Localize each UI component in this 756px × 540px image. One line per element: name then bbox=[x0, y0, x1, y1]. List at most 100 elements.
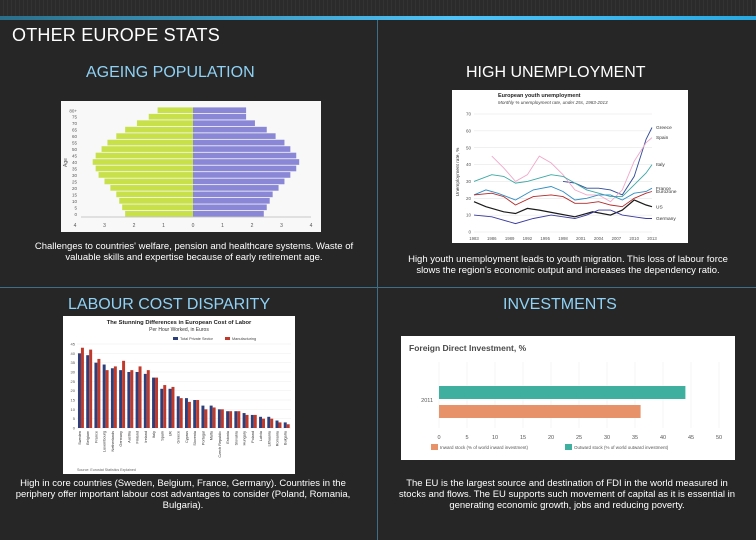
unemployment-caption: High youth unemployment leads to youth m… bbox=[408, 254, 728, 276]
labour-country-label: Portugal bbox=[201, 431, 205, 445]
labour-country-label: Romania bbox=[275, 430, 279, 446]
labour-bar bbox=[242, 413, 246, 428]
labour-bar bbox=[204, 409, 208, 428]
pyramid-bar-right bbox=[193, 178, 285, 185]
unemp-x-tick: 1989 bbox=[505, 236, 515, 241]
fdi-legend-swatch bbox=[431, 444, 438, 450]
labour-bar bbox=[97, 358, 101, 428]
pyramid-age-tick: 45 bbox=[72, 154, 78, 159]
vertical-divider bbox=[377, 20, 378, 540]
labour-bar bbox=[278, 422, 282, 428]
pyramid-age-tick: 60 bbox=[72, 134, 78, 139]
pyramid-bar-left bbox=[116, 133, 193, 139]
labour-cost-chart: The Stunning Differences in European Cos… bbox=[63, 316, 295, 474]
labour-bar bbox=[110, 368, 114, 428]
fdi-legend-label: Inward stock (% of world inward investme… bbox=[440, 445, 529, 450]
pyramid-bar-left bbox=[119, 197, 193, 204]
labour-bar bbox=[217, 409, 221, 428]
labour-country-label: Czech Republic bbox=[218, 431, 222, 458]
pyramid-bar-left bbox=[125, 126, 193, 133]
labour-bar bbox=[234, 411, 238, 428]
pyramid-bar-right bbox=[193, 113, 247, 120]
labour-country-label: Greece bbox=[177, 431, 181, 443]
labour-bar bbox=[179, 398, 183, 428]
unemp-x-tick: 2004 bbox=[594, 236, 604, 241]
labour-cost-svg: The Stunning Differences in European Cos… bbox=[71, 320, 291, 472]
labour-bar bbox=[212, 407, 216, 428]
labour-country-label: Slovakia bbox=[234, 430, 238, 445]
unemp-ylabel: Unemployment rate, % bbox=[455, 147, 461, 197]
labour-heading: LABOUR COST DISPARITY bbox=[68, 296, 271, 313]
labour-country-label: UK bbox=[168, 431, 172, 437]
pyramid-bar-right bbox=[193, 165, 297, 172]
unemp-y-tick: 10 bbox=[466, 213, 472, 218]
unemp-series-line bbox=[491, 137, 653, 203]
unemp-x-tick: 1995 bbox=[540, 236, 550, 241]
labour-y-tick: 30 bbox=[71, 370, 76, 375]
pyramid-bar-left bbox=[104, 178, 193, 185]
fdi-x-tick: 5 bbox=[465, 435, 468, 441]
labour-bar bbox=[193, 400, 197, 428]
labour-bar bbox=[80, 347, 84, 428]
top-accent-line bbox=[0, 16, 756, 20]
pyramid-x-tick: 2 bbox=[251, 223, 254, 229]
unemp-title: European youth unemployment bbox=[498, 93, 581, 99]
labour-y-tick: 45 bbox=[71, 342, 76, 347]
labour-bar bbox=[262, 418, 265, 428]
pyramid-bar-left bbox=[122, 204, 193, 211]
unemp-subtitle: Monthly % unemployment rate, under 25s, … bbox=[498, 100, 608, 105]
pyramid-age-tick: 30 bbox=[72, 173, 78, 178]
pyramid-bar-right bbox=[193, 107, 247, 114]
pyramid-bar-left bbox=[157, 107, 193, 114]
investments-heading: INVESTMENTS bbox=[503, 296, 617, 313]
labour-bar bbox=[259, 416, 263, 428]
pyramid-bar-left bbox=[92, 159, 193, 165]
pyramid-bar-left bbox=[110, 185, 193, 191]
unemp-y-tick: 50 bbox=[466, 145, 472, 150]
labour-y-tick: 40 bbox=[71, 351, 76, 356]
pyramid-bar-left bbox=[148, 113, 193, 120]
unemp-x-tick: 2007 bbox=[612, 236, 622, 241]
fdi-title: Foreign Direct Investment, % bbox=[409, 343, 527, 353]
labour-bar bbox=[245, 414, 249, 428]
labour-bar bbox=[105, 370, 109, 428]
labour-country-label: Netherlands bbox=[111, 431, 115, 452]
fdi-x-tick: 30 bbox=[604, 435, 610, 441]
pyramid-age-tick: 0 bbox=[74, 212, 77, 217]
unemp-series-label: Eurozone bbox=[656, 189, 677, 195]
fdi-legend-label: Outward stock (% of world outward invest… bbox=[574, 445, 669, 450]
pyramid-age-tick: 50 bbox=[72, 147, 78, 152]
pyramid-bar-right bbox=[193, 197, 270, 204]
labour-legend-swatch bbox=[173, 337, 178, 340]
pyramid-x-tick: 1 bbox=[162, 223, 165, 229]
pyramid-bar-left bbox=[101, 146, 193, 152]
labour-bar bbox=[113, 366, 117, 428]
labour-country-label: Slovenia bbox=[193, 430, 197, 445]
pyramid-bar-right bbox=[193, 133, 276, 139]
pyramid-bar-right bbox=[193, 159, 300, 165]
pyramid-x-tick: 0 bbox=[192, 223, 195, 229]
unemp-series-line bbox=[473, 164, 653, 198]
labour-bar bbox=[168, 388, 172, 428]
labour-bar bbox=[229, 411, 233, 428]
labour-country-label: Germany bbox=[119, 431, 123, 447]
pyramid-age-tick: 55 bbox=[72, 141, 78, 146]
labour-legend-label: Manufacturing bbox=[232, 337, 256, 341]
labour-y-tick: 20 bbox=[71, 388, 76, 393]
labour-country-label: Cyprus bbox=[185, 431, 189, 443]
pyramid-bar-left bbox=[116, 191, 193, 198]
labour-bar bbox=[237, 411, 241, 428]
unemp-x-tick: 2001 bbox=[576, 236, 586, 241]
unemp-y-tick: 0 bbox=[468, 230, 471, 235]
labour-bar bbox=[127, 372, 131, 428]
labour-bar bbox=[152, 377, 156, 428]
labour-y-tick: 25 bbox=[71, 379, 76, 384]
labour-y-tick: 15 bbox=[71, 398, 76, 403]
pyramid-age-tick: 35 bbox=[72, 167, 78, 172]
labour-country-label: Bulgaria bbox=[284, 430, 288, 445]
fdi-x-tick: 20 bbox=[548, 435, 554, 441]
investments-caption: The EU is the largest source and destina… bbox=[398, 478, 736, 511]
labour-country-label: Lithuania bbox=[267, 430, 271, 446]
pyramid-x-tick: 4 bbox=[310, 223, 313, 229]
